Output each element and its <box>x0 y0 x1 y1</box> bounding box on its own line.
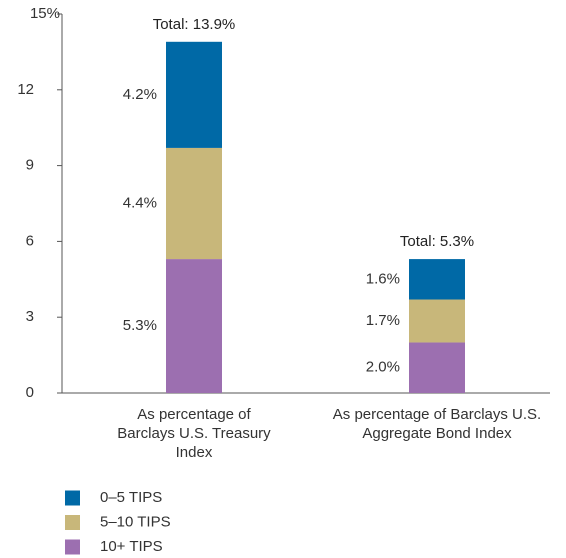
value-label: 1.7% <box>366 312 400 329</box>
bar-segment <box>166 259 222 393</box>
y-tick-label: 12 <box>17 81 34 98</box>
value-label: 4.2% <box>123 86 157 103</box>
y-tick-label: 9 <box>26 157 34 174</box>
bar-segment <box>166 147 222 260</box>
legend-swatch <box>65 490 80 506</box>
x-tick-label: As percentage of Barclays U.S. Aggregate… <box>332 406 542 442</box>
y-tick-label: 6 <box>26 232 34 249</box>
y-tick-label: 15% <box>30 5 60 22</box>
y-tick-label: 3 <box>26 308 34 325</box>
value-label: 2.0% <box>366 359 400 376</box>
legend-swatch <box>65 515 80 530</box>
value-label: 1.6% <box>366 270 400 287</box>
legend-label: 10+ TIPS <box>100 538 163 555</box>
total-label: Total: 13.9% <box>153 16 236 33</box>
legend-label: 0–5 TIPS <box>100 489 162 506</box>
value-label: 4.4% <box>123 194 157 211</box>
bar-segment <box>166 41 222 148</box>
bar-segment <box>409 299 465 343</box>
bar-segment <box>409 342 465 393</box>
bar-segment <box>409 259 465 300</box>
value-label: 5.3% <box>123 317 157 334</box>
x-tick-label: As percentage of Barclays U.S. Treasury … <box>117 406 271 461</box>
legend-swatch <box>65 539 80 555</box>
y-tick-label: 0 <box>26 384 34 401</box>
total-label: Total: 5.3% <box>400 233 474 250</box>
legend-label: 5–10 TIPS <box>100 513 171 530</box>
